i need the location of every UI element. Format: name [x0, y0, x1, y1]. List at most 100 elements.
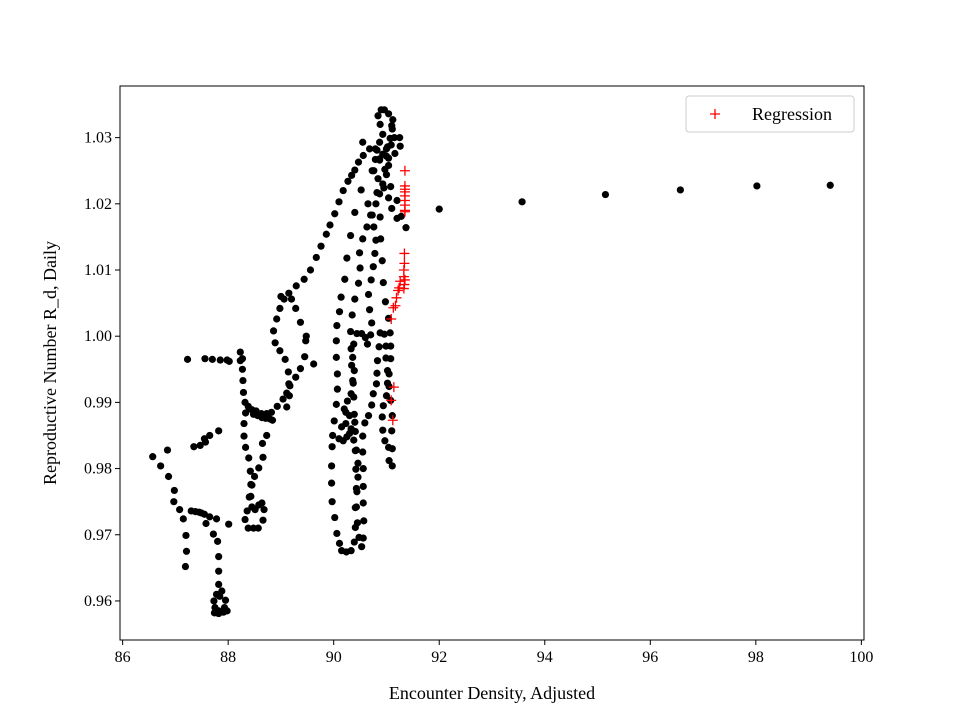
data-point: [263, 431, 271, 440]
data-point: [353, 329, 361, 338]
data-point: [241, 515, 249, 524]
data-point: [349, 379, 357, 387]
regression-point: [398, 283, 409, 294]
data-point: [355, 249, 364, 257]
x-axis-label: Encounter Density, Adjusted: [389, 683, 595, 703]
data-point: [352, 465, 360, 473]
legend-box: [685, 95, 855, 133]
data-point: [239, 388, 248, 397]
data-point: [383, 367, 392, 375]
x-axis: 86 88 90 92 94 96 98 100: [115, 640, 873, 666]
legend-regression-marker: [710, 109, 720, 119]
data-point: [385, 457, 393, 465]
y-tick-label: 1.01: [84, 262, 112, 279]
data-point: [364, 200, 372, 208]
data-point: [359, 534, 367, 542]
data-point: [377, 106, 385, 114]
data-point: [378, 413, 386, 421]
data-point: [376, 138, 384, 146]
data-point: [292, 282, 300, 290]
data-point: [281, 355, 289, 363]
legend-regression-label: Regression: [752, 104, 832, 124]
data-point: [373, 146, 381, 154]
data-point: [279, 395, 287, 403]
data-point: [269, 327, 278, 335]
data-point: [300, 275, 308, 283]
data-point: [352, 446, 360, 454]
regression-point: [399, 248, 410, 259]
data-point: [206, 431, 214, 440]
data-point: [241, 443, 250, 451]
observed-series: [149, 106, 834, 618]
y-tick-label: 0.97: [84, 527, 112, 544]
data-point: [370, 223, 378, 231]
data-point: [396, 142, 404, 150]
data-point: [375, 343, 383, 351]
regression-point: [386, 313, 397, 324]
x-tick-label: 100: [849, 649, 873, 666]
data-point: [384, 161, 393, 170]
data-point: [382, 342, 390, 350]
data-point: [176, 506, 184, 514]
data-point: [361, 419, 369, 427]
data-point: [197, 509, 205, 517]
data-point: [353, 488, 361, 496]
data-point: [287, 295, 296, 303]
data-point: [240, 432, 248, 440]
data-point: [310, 360, 318, 368]
y-tick-label: 1.00: [84, 328, 112, 345]
data-point: [379, 278, 387, 287]
data-point: [340, 405, 348, 413]
data-point: [369, 390, 377, 398]
data-point: [369, 263, 377, 271]
x-tick-label: 88: [220, 649, 236, 666]
data-point: [183, 355, 192, 363]
data-point: [360, 517, 368, 525]
data-point: [381, 298, 390, 306]
data-point: [170, 486, 178, 495]
data-point: [380, 330, 388, 338]
data-point: [259, 516, 267, 524]
data-point: [292, 373, 300, 381]
regression-point: [391, 292, 402, 303]
data-point: [389, 116, 397, 124]
data-point: [312, 253, 320, 262]
data-point: [273, 402, 281, 410]
data-point: [368, 319, 376, 327]
data-point: [356, 264, 364, 272]
data-point: [285, 380, 293, 388]
data-point: [218, 587, 226, 595]
data-point: [343, 433, 351, 441]
regression-point: [394, 282, 405, 293]
data-point: [601, 190, 610, 199]
data-point: [383, 379, 392, 387]
data-point: [201, 355, 209, 363]
data-point: [333, 322, 341, 330]
data-point: [276, 304, 284, 312]
data-point: [359, 464, 367, 473]
data-point: [376, 190, 384, 198]
data-point: [223, 607, 231, 615]
data-point: [164, 472, 173, 481]
data-point: [358, 543, 366, 551]
data-point: [333, 529, 341, 538]
data-point: [341, 275, 349, 283]
data-point: [350, 340, 358, 348]
data-point: [236, 348, 244, 356]
regression-point: [386, 395, 397, 406]
data-point: [368, 401, 376, 409]
data-point: [247, 492, 255, 500]
data-point: [376, 120, 384, 128]
data-point: [346, 327, 355, 336]
x-tick-label: 90: [326, 649, 342, 666]
data-point: [212, 515, 221, 523]
data-point: [245, 454, 253, 462]
data-point: [387, 183, 395, 191]
data-point: [384, 194, 393, 202]
legend: Regression: [685, 95, 855, 133]
data-point: [238, 365, 247, 373]
data-point: [372, 380, 381, 388]
data-point: [243, 507, 251, 515]
data-point: [335, 308, 344, 316]
plus-icon: [710, 109, 720, 119]
